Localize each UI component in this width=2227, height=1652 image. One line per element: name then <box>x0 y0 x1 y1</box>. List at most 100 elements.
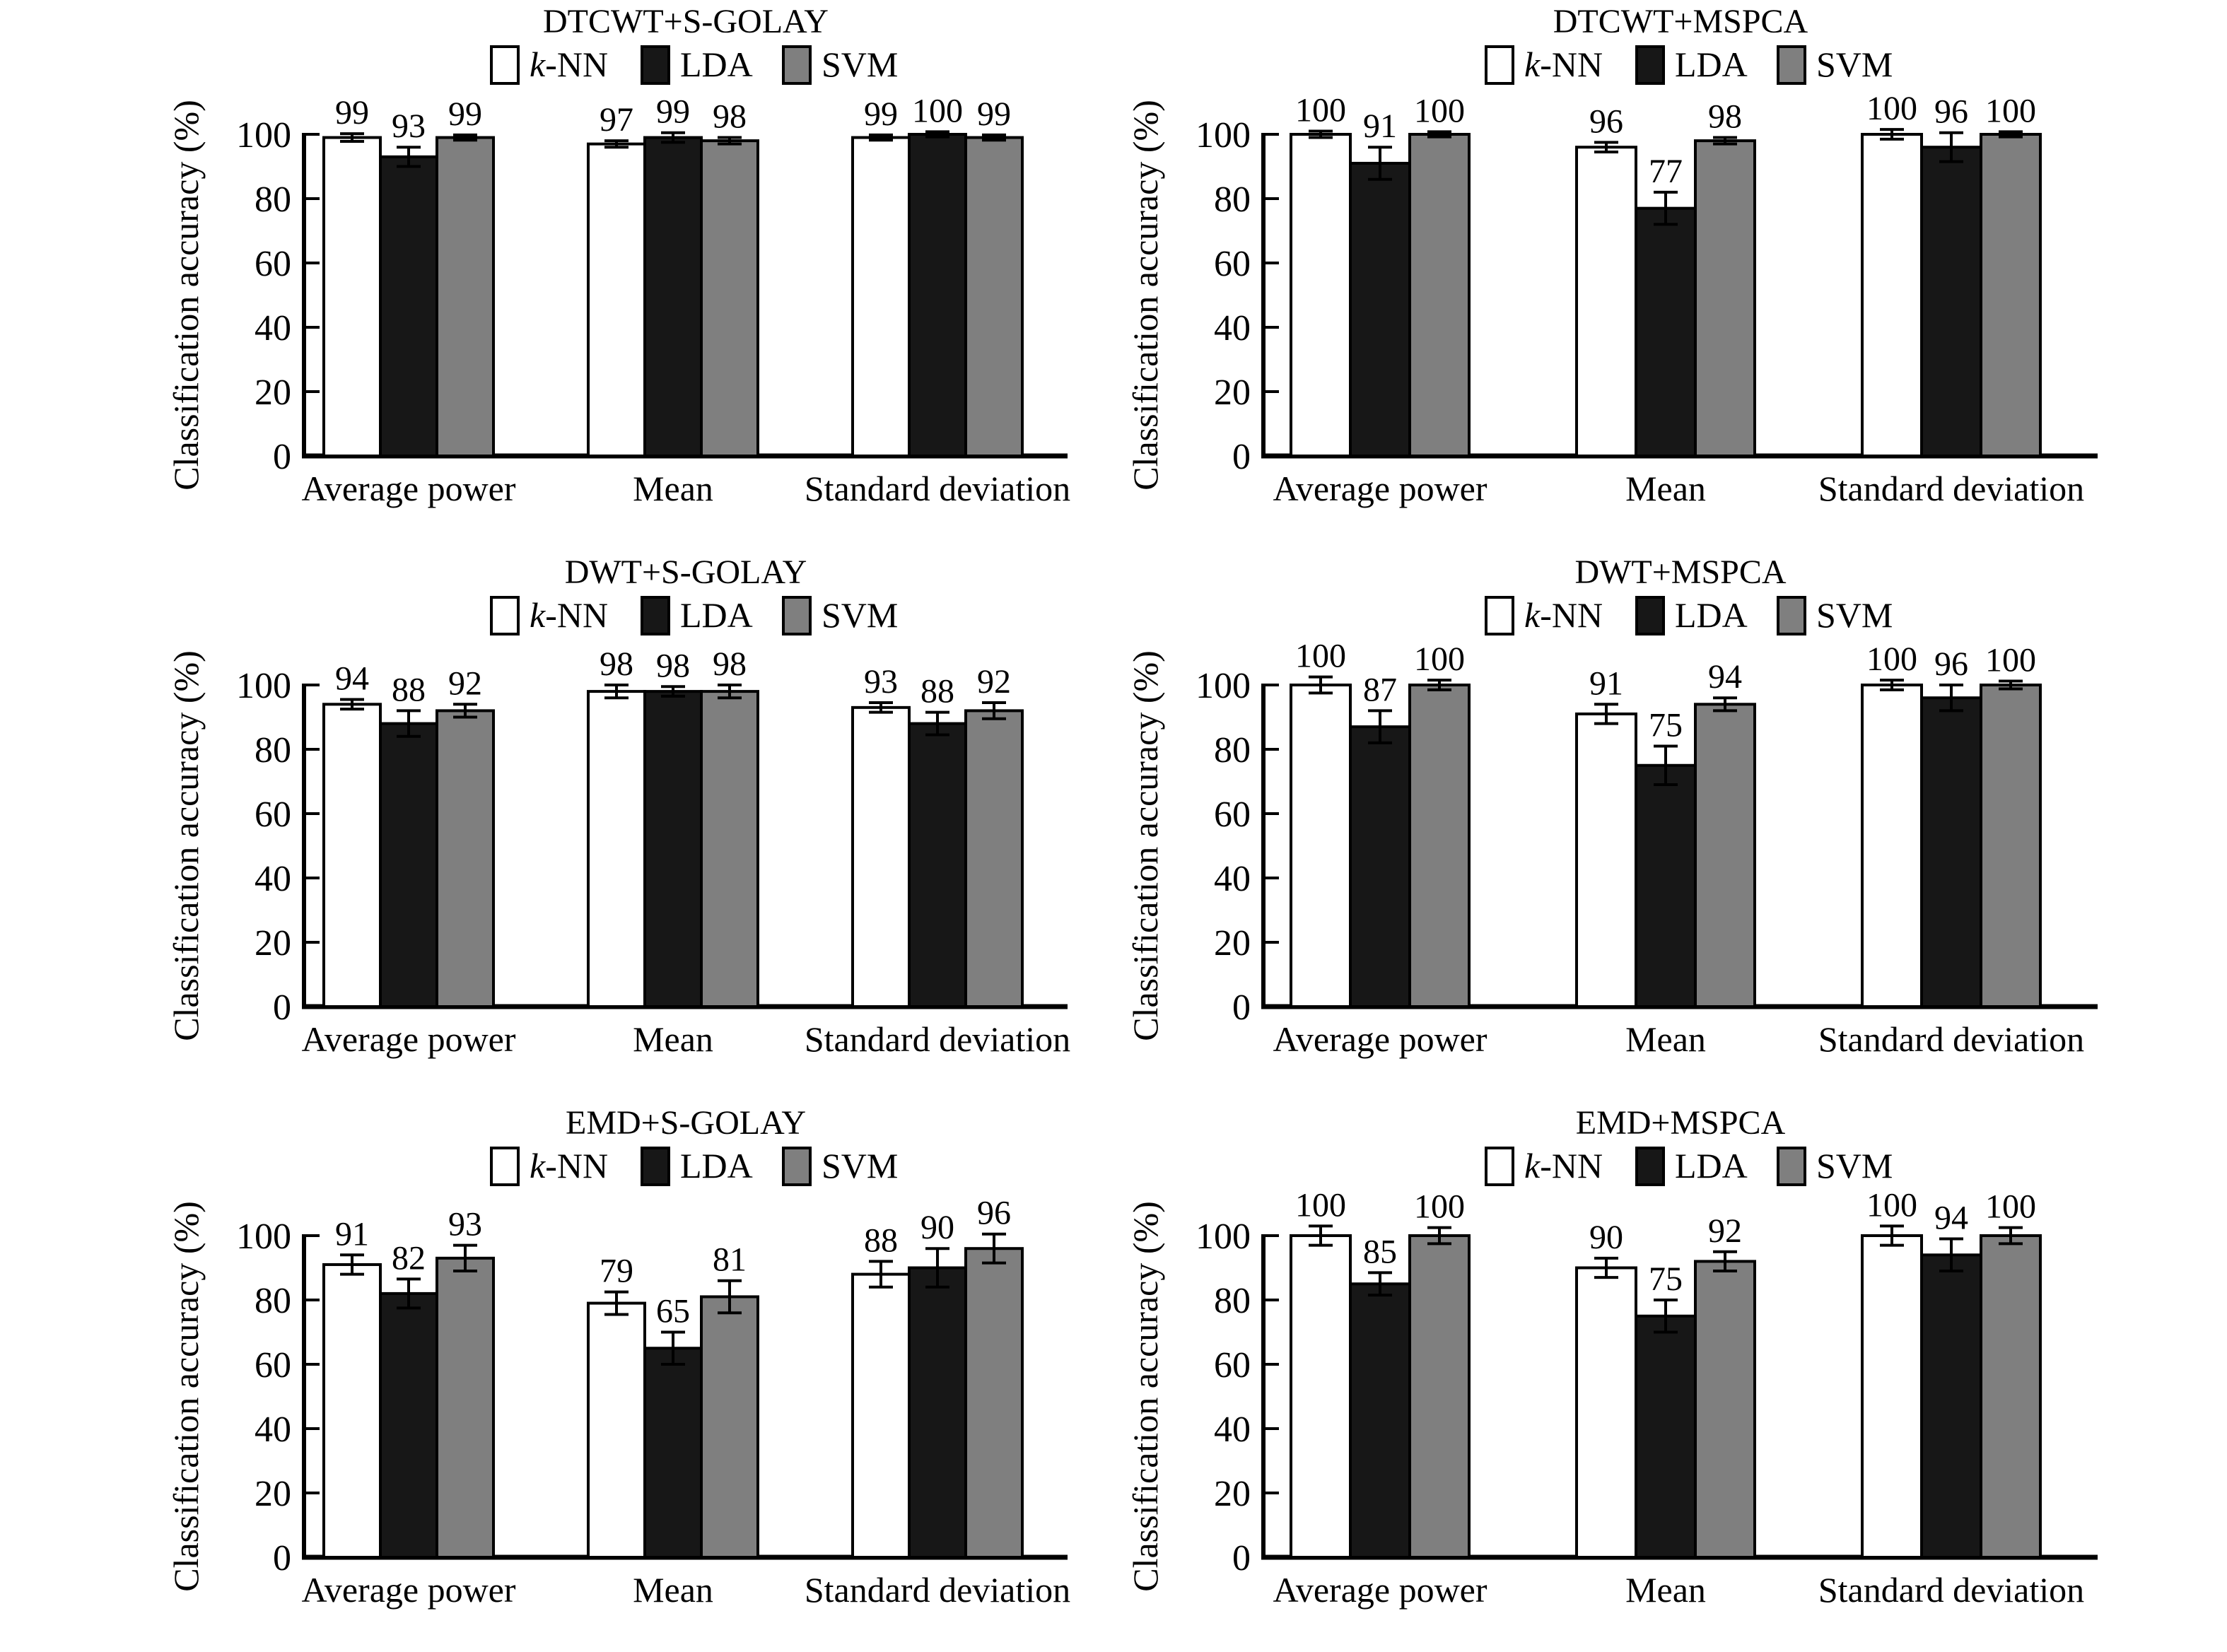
legend-swatch-lda <box>1635 596 1665 635</box>
y-tick-label: 100 <box>236 666 291 706</box>
category-label: Mean <box>633 469 713 508</box>
legend-item-knn: k-NN <box>1485 45 1603 85</box>
value-label: 85 <box>1363 1233 1397 1270</box>
error-bar <box>1713 696 1737 713</box>
legend: k-NN LDA SVM <box>490 45 898 85</box>
bar-knn <box>1861 133 1923 457</box>
value-label: 82 <box>392 1239 426 1277</box>
error-bar <box>925 130 949 139</box>
error-bar <box>453 703 477 719</box>
y-axis-label: Classification accuracy (%) <box>166 1201 206 1592</box>
y-tick-label: 60 <box>1214 1345 1251 1386</box>
legend-swatch-knn <box>1485 596 1514 635</box>
category-label: Average power <box>301 1570 515 1610</box>
value-label: 99 <box>864 95 898 133</box>
y-axis-label: Classification accuracy (%) <box>1126 100 1165 491</box>
error-bar <box>1368 709 1392 744</box>
error-bar <box>1939 684 1963 713</box>
value-label: 91 <box>335 1215 369 1253</box>
y-tick-label: 40 <box>255 308 291 348</box>
error-bar <box>982 1232 1006 1265</box>
bar-lda <box>1635 763 1697 1008</box>
legend-item-lda: LDA <box>1635 1146 1748 1186</box>
y-tick-label: 60 <box>1214 244 1251 284</box>
legend-label: k-NN <box>530 45 608 84</box>
error-bar <box>397 146 421 168</box>
chart-title: DTCWT+S-GOLAY <box>543 3 829 40</box>
chart-dtcwt-mspca: DTCWT+MSPCA k-NN LDA SVM Classification accu… <box>1126 3 2098 508</box>
error-bar <box>661 1330 685 1366</box>
bar-svm <box>700 139 759 457</box>
bar-knn <box>587 1301 646 1559</box>
legend-label: SVM <box>822 1146 898 1185</box>
error-bar <box>1654 1299 1678 1334</box>
value-label: 99 <box>977 95 1011 133</box>
bar-svm <box>436 136 495 458</box>
legend-item-svm: SVM <box>1777 1146 1893 1186</box>
bar-lda <box>379 722 438 1008</box>
legend-swatch-lda <box>641 1147 670 1186</box>
error-bar <box>718 1279 742 1315</box>
legend-label: k-NN <box>1524 45 1603 84</box>
category-label: Average power <box>301 469 515 508</box>
category-label: Average power <box>1273 469 1487 508</box>
value-label: 88 <box>864 1222 898 1259</box>
bar-knn <box>587 690 646 1008</box>
bar-svm <box>700 690 759 1008</box>
chart-dwt-mspca: DWT+MSPCA k-NN LDA SVM Classification accura… <box>1126 553 2098 1059</box>
chart-emd-s-golay: EMD+S-GOLAY k-NN LDA SVM Classification accu… <box>166 1104 1070 1610</box>
y-tick-label: 80 <box>255 180 291 220</box>
value-label: 100 <box>1985 1188 2036 1226</box>
y-tick-label: 40 <box>255 859 291 899</box>
error-bar <box>453 1243 477 1273</box>
error-bar <box>1594 703 1618 725</box>
value-label: 100 <box>1414 1188 1465 1226</box>
error-bar <box>1427 130 1451 139</box>
category-label: Mean <box>1625 1019 1706 1059</box>
value-label: 88 <box>392 671 426 708</box>
value-label: 92 <box>448 664 482 702</box>
y-tick-label: 40 <box>1214 859 1251 899</box>
value-label: 98 <box>713 645 747 683</box>
legend-item-svm: SVM <box>1777 595 1893 635</box>
y-tick-label: 0 <box>273 988 291 1028</box>
value-label: 75 <box>1649 1260 1683 1298</box>
y-tick-label: 100 <box>236 1217 291 1257</box>
y-tick-label: 0 <box>1232 988 1251 1028</box>
bar-svm <box>1694 139 1756 457</box>
category-label: Average power <box>301 1019 515 1059</box>
chart-title: DTCWT+MSPCA <box>1553 3 1808 40</box>
error-bar <box>1594 1256 1618 1279</box>
error-bar <box>1368 146 1392 181</box>
error-bar <box>1999 1226 2023 1246</box>
bar-knn <box>1575 712 1637 1008</box>
error-bar <box>869 701 893 714</box>
value-label: 100 <box>1414 92 1465 129</box>
legend-swatch-svm <box>782 596 812 635</box>
y-tick-label: 100 <box>1196 1217 1251 1257</box>
category-label: Mean <box>1625 469 1706 508</box>
y-tick-label: 0 <box>273 1538 291 1578</box>
error-bar <box>1427 1226 1451 1246</box>
bar-svm <box>1694 1260 1756 1559</box>
y-tick-label: 100 <box>236 115 291 156</box>
value-label: 96 <box>1934 645 1968 683</box>
bar-svm <box>1980 684 2042 1008</box>
bar-lda <box>1920 146 1982 457</box>
y-axis-label: Classification accuracy (%) <box>1126 1201 1165 1592</box>
legend-item-svm: SVM <box>782 1146 898 1186</box>
value-label: 96 <box>1934 93 1968 131</box>
legend-swatch-lda <box>1635 45 1665 85</box>
bar-knn <box>851 705 911 1008</box>
legend-swatch-knn <box>1485 45 1514 85</box>
legend-swatch-knn <box>490 596 520 635</box>
y-tick-label: 40 <box>1214 308 1251 348</box>
y-tick-label: 20 <box>1214 373 1251 413</box>
error-bar <box>1880 128 1904 141</box>
category-label: Standard deviation <box>805 1019 1070 1059</box>
bar-lda <box>1349 1282 1411 1559</box>
bar-svm <box>436 709 495 1008</box>
legend-label: LDA <box>1675 595 1748 635</box>
error-bar <box>1368 1271 1392 1297</box>
